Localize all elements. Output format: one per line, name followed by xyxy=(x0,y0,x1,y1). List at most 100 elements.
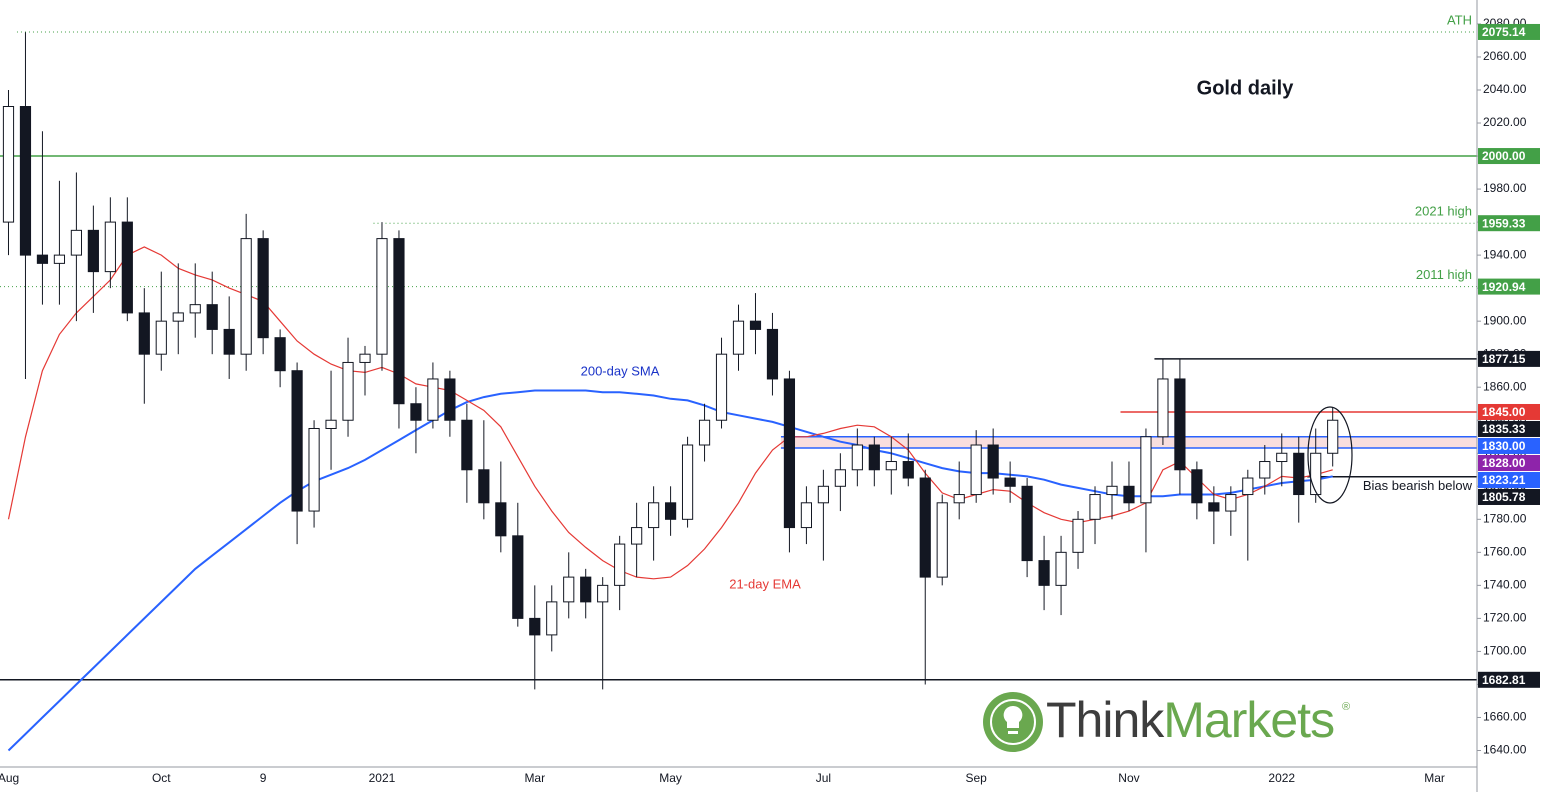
candle-body xyxy=(308,427,320,512)
candle-body xyxy=(902,461,914,479)
candle-body xyxy=(563,576,575,603)
candle-body xyxy=(1327,419,1339,454)
price-label: 2000.00 xyxy=(1482,149,1526,163)
candle-body xyxy=(1140,436,1152,504)
x-tick-label: Mar xyxy=(1424,771,1445,785)
level-note: 2011 high xyxy=(1416,267,1472,282)
candle-body xyxy=(749,320,762,330)
candle-body xyxy=(393,238,405,405)
y-tick-label: 1700.00 xyxy=(1483,644,1527,658)
candle-body xyxy=(495,502,507,537)
candle-body xyxy=(70,229,82,256)
candle-body xyxy=(732,320,745,355)
candle-body xyxy=(427,378,439,421)
logo-registered: ® xyxy=(1342,701,1350,713)
candle-body xyxy=(1072,518,1084,553)
candle-body xyxy=(223,328,235,355)
x-tick-label: Mar xyxy=(524,771,545,785)
candle-body xyxy=(868,444,880,471)
candle-body xyxy=(783,378,796,529)
candle-body xyxy=(1191,469,1203,504)
sma-annotation: 200-day SMA xyxy=(581,363,660,378)
ema-annotation: 21-day EMA xyxy=(729,576,801,591)
price-label-box xyxy=(1478,23,1540,40)
candle-body xyxy=(2,106,15,223)
candle-body xyxy=(987,444,999,479)
price-label: 1823.21 xyxy=(1482,473,1526,487)
candle-body xyxy=(240,238,252,355)
price-label-box xyxy=(1478,488,1540,505)
level-note: Bias bearish below xyxy=(1363,478,1473,493)
chart-title: Gold daily xyxy=(1197,77,1295,99)
x-tick-label: 2021 xyxy=(369,771,396,785)
x-tick-label: Sep xyxy=(965,771,987,785)
candle-body xyxy=(291,370,303,512)
candle-body xyxy=(325,419,337,429)
y-tick-label: 1980.00 xyxy=(1483,181,1527,195)
candle-body xyxy=(1004,477,1016,487)
candle-body xyxy=(376,238,388,355)
candle-body xyxy=(36,254,49,264)
y-tick-label: 2020.00 xyxy=(1483,115,1527,129)
candle-body xyxy=(342,361,354,421)
price-label-box xyxy=(1478,471,1540,488)
candle-body xyxy=(1259,461,1271,479)
price-label: 2075.14 xyxy=(1482,25,1526,39)
price-label: 1805.78 xyxy=(1482,490,1526,504)
candle-body xyxy=(1310,452,1322,496)
y-tick-label: 1720.00 xyxy=(1483,611,1527,625)
x-tick-label: 2022 xyxy=(1268,771,1295,785)
candle-body xyxy=(970,444,982,496)
price-label: 1845.00 xyxy=(1482,405,1526,419)
logo-ring xyxy=(990,699,1036,745)
price-label-box xyxy=(1478,454,1540,471)
price-label: 1828.00 xyxy=(1482,456,1526,470)
y-tick-label: 1740.00 xyxy=(1483,578,1527,592)
candle-body xyxy=(1021,485,1033,562)
candle-body xyxy=(936,502,948,578)
candle-body xyxy=(87,229,99,273)
candle-body xyxy=(189,304,201,314)
y-tick-label: 1660.00 xyxy=(1483,710,1527,724)
candle-body xyxy=(1225,494,1237,512)
candle-body xyxy=(529,617,541,636)
x-tick-label: Jul xyxy=(816,771,831,785)
plot-area xyxy=(0,31,1477,752)
logo-bulb xyxy=(1003,705,1023,734)
candle-body xyxy=(766,328,779,380)
price-label: 1920.94 xyxy=(1482,280,1526,294)
y-tick-label: 1860.00 xyxy=(1483,379,1527,393)
price-label: 1959.33 xyxy=(1482,216,1526,230)
y-tick-label: 1900.00 xyxy=(1483,313,1527,327)
price-label-box xyxy=(1478,278,1540,295)
y-tick-label: 1940.00 xyxy=(1483,247,1527,261)
price-label-box xyxy=(1478,437,1540,454)
price-label-box xyxy=(1478,350,1540,367)
candle-body xyxy=(1157,378,1169,438)
candle-body xyxy=(410,403,422,421)
candle-body xyxy=(800,502,813,529)
y-tick-label: 2060.00 xyxy=(1483,49,1527,63)
candle-body xyxy=(1293,452,1305,496)
candle-body xyxy=(715,353,728,421)
candle-body xyxy=(1055,551,1067,586)
candle-body xyxy=(681,444,694,520)
price-label: 1682.81 xyxy=(1482,673,1526,687)
candle-body xyxy=(614,543,626,586)
candle-body xyxy=(461,419,473,471)
candle-body xyxy=(359,353,371,363)
y-tick-label: 2040.00 xyxy=(1483,82,1527,96)
candle-body xyxy=(631,527,643,545)
candle-body xyxy=(546,601,558,636)
x-tick-label: Oct xyxy=(152,771,171,785)
price-label: 1877.15 xyxy=(1482,352,1526,366)
candle-body xyxy=(155,320,167,355)
candle-body xyxy=(478,469,490,504)
candle-body xyxy=(104,221,116,273)
candle-body xyxy=(53,254,66,264)
candle-body xyxy=(1123,485,1135,504)
candle-body xyxy=(580,576,592,603)
y-tick-label: 1640.00 xyxy=(1483,743,1527,757)
x-tick-label: Nov xyxy=(1118,771,1139,785)
